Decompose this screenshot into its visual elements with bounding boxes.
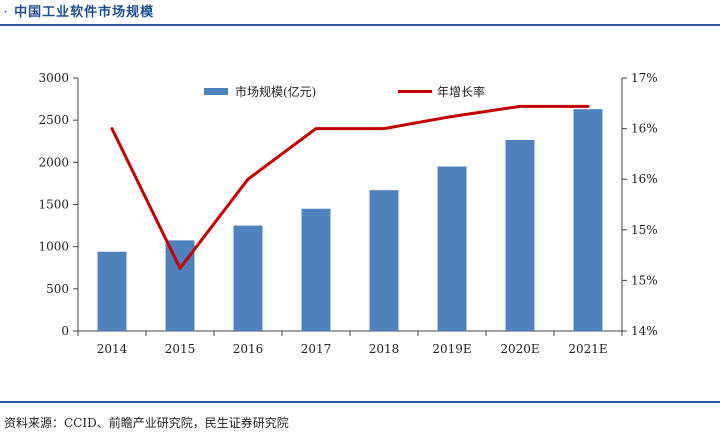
x-tick-label: 2016 bbox=[233, 342, 264, 356]
growth-point-2017 bbox=[314, 127, 318, 131]
chart-axes: 0 500 1000 1500 2000 2500 3000 14% 15% 15% 16% 16% 1… bbox=[38, 71, 657, 356]
y-right-tick-label: 16% bbox=[631, 172, 658, 186]
growth-point-2014 bbox=[110, 127, 114, 131]
y-right-tick-label: 17% bbox=[631, 71, 658, 85]
growth-point-2020E bbox=[518, 104, 522, 108]
x-tick-label: 2014 bbox=[97, 342, 128, 356]
chart-legend: 市场规模(亿元) 年增长率 bbox=[204, 84, 485, 99]
bar-2018 bbox=[369, 190, 399, 331]
growth-point-2019E bbox=[450, 114, 454, 118]
growth-point-2021E bbox=[586, 104, 590, 108]
bar-2017 bbox=[301, 208, 331, 331]
bar-2019E bbox=[437, 166, 467, 331]
x-tick-label: 2021E bbox=[568, 342, 607, 356]
top-rule bbox=[0, 24, 720, 26]
y-left-tick-label: 1500 bbox=[38, 198, 69, 212]
market-size-chart: 0 500 1000 1500 2000 2500 3000 14% 15% 15% 16% 16% 1… bbox=[38, 71, 657, 356]
x-tick-label: 2019E bbox=[432, 342, 471, 356]
source-note: 资料来源：CCID、前瞻产业研究院，民生证券研究院 bbox=[4, 416, 289, 430]
x-tick-label: 2018 bbox=[369, 342, 400, 356]
page-title: · 中国工业软件市场规模 bbox=[4, 1, 154, 20]
y-right-tick-label: 15% bbox=[631, 273, 658, 287]
bottom-rule bbox=[0, 401, 720, 403]
x-tick-label: 2015 bbox=[165, 342, 196, 356]
growth-point-2015 bbox=[178, 266, 182, 270]
bar-2021E bbox=[573, 109, 603, 331]
y-right-tick-label: 15% bbox=[631, 223, 658, 237]
legend-bar-swatch bbox=[204, 88, 228, 95]
line-series bbox=[110, 104, 590, 270]
y-left-tick-label: 2000 bbox=[38, 155, 69, 169]
growth-point-2018 bbox=[382, 127, 386, 131]
y-right-tick-label: 14% bbox=[631, 324, 658, 338]
y-right-tick-label: 16% bbox=[631, 122, 658, 136]
y-left-tick-label: 1000 bbox=[38, 240, 69, 254]
bar-2016 bbox=[233, 225, 263, 331]
y-left-tick-label: 500 bbox=[46, 282, 69, 296]
y-left-tick-label: 2500 bbox=[38, 113, 69, 127]
y-left-tick-label: 3000 bbox=[38, 71, 69, 85]
growth-rate-line bbox=[110, 104, 588, 270]
growth-point-2016 bbox=[246, 177, 250, 181]
x-tick-label: 2017 bbox=[301, 342, 332, 356]
bar-2014 bbox=[97, 251, 127, 331]
bar-series bbox=[97, 109, 603, 331]
y-left-tick-label: 0 bbox=[61, 324, 69, 338]
title-bullet: · bbox=[4, 7, 9, 18]
bar-2020E bbox=[505, 139, 535, 331]
legend-line-label: 年增长率 bbox=[437, 84, 485, 99]
title-text: 中国工业软件市场规模 bbox=[14, 5, 155, 20]
legend-bar-label: 市场规模(亿元) bbox=[235, 84, 316, 99]
x-tick-label: 2020E bbox=[500, 342, 539, 356]
